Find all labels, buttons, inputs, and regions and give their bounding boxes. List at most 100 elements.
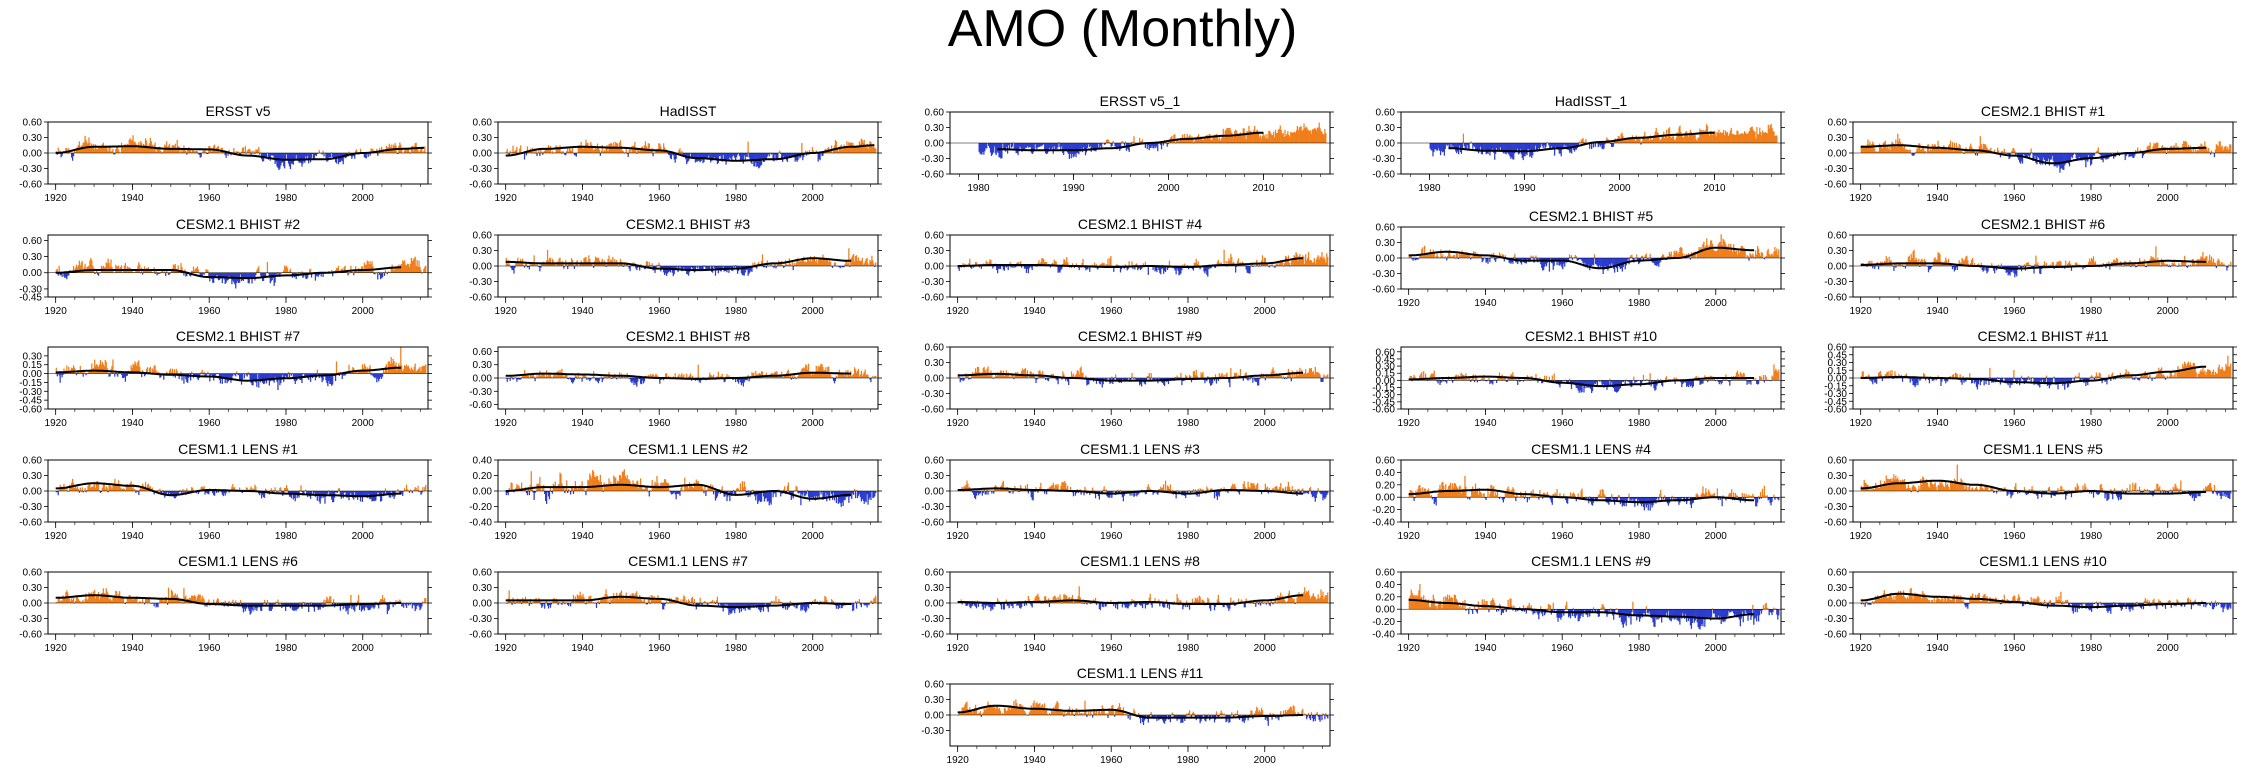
data-bar bbox=[1116, 264, 1118, 266]
data-bar bbox=[2062, 153, 2064, 170]
data-bar bbox=[584, 374, 586, 378]
data-bar bbox=[1894, 146, 1896, 153]
data-bar bbox=[1299, 126, 1301, 143]
data-bar bbox=[1740, 245, 1742, 258]
data-bar bbox=[240, 373, 243, 385]
data-bar bbox=[1236, 133, 1239, 143]
data-bar bbox=[516, 263, 518, 266]
data-bar bbox=[1302, 255, 1304, 266]
data-bar bbox=[1230, 253, 1232, 266]
data-bar bbox=[1026, 143, 1028, 148]
data-bar bbox=[1689, 129, 1692, 143]
data-bar bbox=[1079, 143, 1081, 150]
data-bar bbox=[2082, 153, 2084, 160]
data-bar bbox=[1285, 135, 1287, 143]
data-bar bbox=[690, 153, 693, 159]
data-bar bbox=[1291, 258, 1293, 266]
data-bar bbox=[2024, 153, 2027, 157]
y-tick-label: -0.45 bbox=[19, 293, 42, 304]
data-bar bbox=[1479, 143, 1482, 147]
data-bar bbox=[1470, 258, 1472, 260]
data-bar bbox=[197, 269, 199, 273]
data-bar bbox=[216, 373, 219, 374]
data-bar bbox=[1900, 263, 1902, 266]
data-bar bbox=[60, 373, 62, 375]
data-bar bbox=[1492, 256, 1494, 258]
data-bar bbox=[558, 258, 560, 266]
data-bar bbox=[694, 266, 696, 272]
data-bar bbox=[549, 257, 552, 266]
data-bar bbox=[860, 260, 862, 266]
y-tick-label: -0.30 bbox=[921, 154, 944, 165]
data-bar bbox=[297, 373, 299, 378]
data-bar bbox=[2011, 150, 2013, 153]
data-bar bbox=[578, 144, 580, 153]
data-bar bbox=[251, 373, 253, 386]
data-bar bbox=[1470, 141, 1472, 143]
data-bar bbox=[1743, 131, 1746, 143]
data-bar bbox=[639, 266, 641, 271]
data-bar bbox=[1235, 266, 1237, 273]
data-bar bbox=[630, 265, 632, 266]
data-bar bbox=[1443, 143, 1445, 156]
data-bar bbox=[225, 373, 227, 380]
data-bar bbox=[61, 373, 63, 378]
data-bar bbox=[538, 266, 540, 267]
data-bar bbox=[1639, 139, 1641, 143]
data-bar bbox=[201, 369, 203, 374]
data-bar bbox=[567, 147, 569, 153]
data-bar bbox=[1715, 136, 1717, 143]
data-bar bbox=[2077, 153, 2079, 161]
data-bar bbox=[1714, 131, 1716, 143]
data-bar bbox=[1510, 258, 1512, 264]
y-tick-label: 0.60 bbox=[23, 118, 43, 129]
data-bar bbox=[1283, 263, 1286, 266]
data-bar bbox=[410, 257, 412, 273]
data-bar bbox=[1093, 143, 1095, 151]
data-bar bbox=[578, 378, 580, 379]
x-tick-label: 1940 bbox=[1926, 193, 1949, 204]
data-bar bbox=[2070, 266, 2073, 271]
data-bar bbox=[232, 272, 234, 281]
data-bar bbox=[1102, 263, 1104, 266]
data-bar bbox=[1197, 136, 1199, 143]
data-bar bbox=[1883, 142, 1885, 153]
data-bar bbox=[328, 153, 330, 158]
data-bar bbox=[244, 272, 246, 279]
data-bar bbox=[1105, 139, 1108, 143]
data-bar bbox=[2135, 266, 2137, 268]
data-bar bbox=[2130, 153, 2132, 157]
data-bar bbox=[569, 377, 571, 378]
data-bar bbox=[418, 260, 420, 273]
data-bar bbox=[289, 373, 292, 375]
data-bar bbox=[1561, 143, 1563, 150]
data-bar bbox=[286, 268, 289, 273]
data-bar bbox=[85, 373, 87, 376]
data-bar bbox=[302, 153, 304, 164]
data-bar bbox=[2116, 151, 2119, 153]
data-bar bbox=[204, 373, 206, 378]
data-bar bbox=[190, 152, 193, 153]
smoothed-line bbox=[55, 266, 402, 280]
data-bar bbox=[1955, 142, 1957, 153]
data-bar bbox=[1712, 131, 1714, 143]
data-bar bbox=[2030, 148, 2032, 153]
data-bar bbox=[1048, 143, 1051, 148]
data-bar bbox=[1305, 254, 1307, 266]
data-bar bbox=[1548, 143, 1550, 146]
data-bar bbox=[140, 272, 142, 274]
data-bar bbox=[1734, 134, 1736, 143]
data-bar bbox=[105, 145, 107, 153]
data-bar bbox=[1497, 143, 1500, 150]
data-bar bbox=[1181, 266, 1183, 271]
y-tick-label: -0.30 bbox=[19, 387, 42, 398]
data-bar bbox=[594, 378, 597, 381]
data-bar bbox=[629, 266, 631, 272]
x-tick-label: 1940 bbox=[571, 306, 594, 317]
data-bar bbox=[1882, 264, 1885, 266]
data-bar bbox=[1640, 143, 1642, 145]
data-bar bbox=[516, 147, 518, 153]
data-bar bbox=[1743, 247, 1745, 258]
data-bar bbox=[804, 262, 806, 266]
data-bar bbox=[375, 272, 377, 274]
